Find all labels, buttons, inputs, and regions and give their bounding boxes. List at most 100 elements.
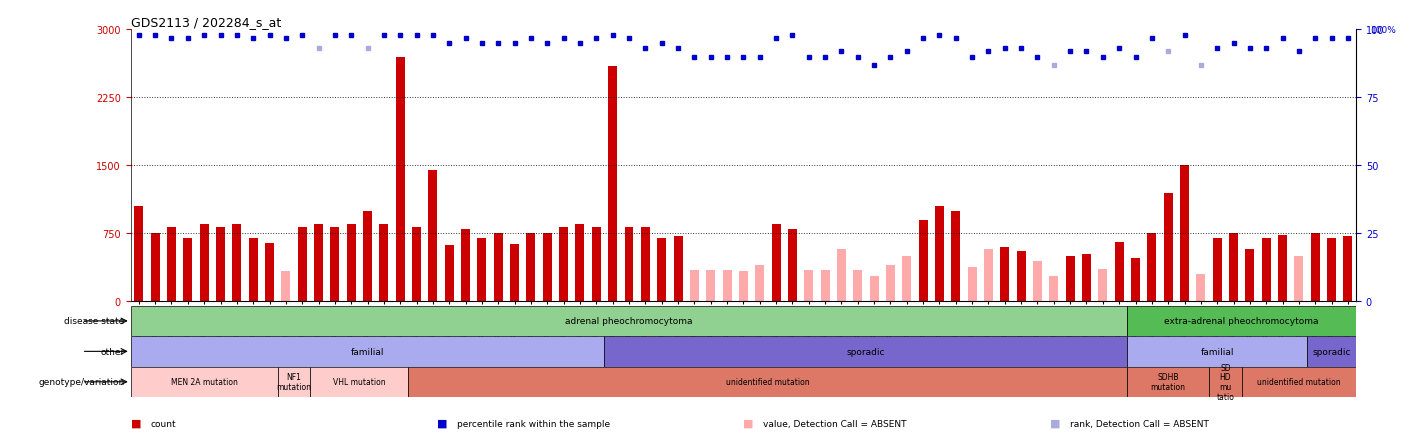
Bar (477, 238, 487, 302)
Bar (409, 367, 1127, 397)
Text: ■: ■ (131, 418, 141, 428)
Text: VHL mutation: VHL mutation (334, 378, 386, 386)
Bar (1245, 249, 1254, 302)
Bar (346, 225, 356, 302)
Bar (1241, 367, 1356, 397)
Bar (1127, 306, 1356, 336)
Bar (625, 227, 633, 302)
Bar (640, 227, 650, 302)
Bar (723, 270, 731, 302)
Bar (364, 211, 372, 302)
Text: count: count (151, 419, 176, 427)
Bar (183, 238, 192, 302)
Bar (266, 244, 274, 302)
Bar (429, 171, 437, 302)
Text: GDS2113 / 202284_s_at: GDS2113 / 202284_s_at (131, 16, 281, 29)
Bar (804, 270, 814, 302)
Text: sporadic: sporadic (1312, 347, 1350, 356)
Bar (755, 266, 764, 302)
Bar (902, 256, 912, 302)
Text: familial: familial (351, 347, 385, 356)
Bar (1147, 234, 1156, 302)
Bar (510, 245, 520, 302)
Bar (233, 225, 241, 302)
Bar (853, 270, 862, 302)
Text: adrenal pheochromocytoma: adrenal pheochromocytoma (565, 317, 693, 326)
Text: familial: familial (1200, 347, 1234, 356)
Bar (706, 270, 716, 302)
Text: sporadic: sporadic (846, 347, 885, 356)
Text: ■: ■ (1049, 418, 1061, 428)
Bar (331, 227, 339, 302)
Text: unidentified mutation: unidentified mutation (1257, 378, 1340, 386)
Text: ■: ■ (744, 418, 754, 428)
Bar (771, 225, 781, 302)
Bar (1164, 193, 1173, 302)
Bar (738, 272, 748, 302)
Text: genotype/variation: genotype/variation (38, 378, 125, 386)
Text: other: other (101, 347, 125, 356)
Bar (1208, 367, 1241, 397)
Bar (1115, 243, 1123, 302)
Bar (1197, 274, 1206, 302)
Bar (494, 234, 503, 302)
Bar (1130, 258, 1140, 302)
Bar (298, 227, 307, 302)
Bar (131, 367, 278, 397)
Bar (886, 266, 895, 302)
Bar (311, 367, 409, 397)
Bar (690, 270, 699, 302)
Bar (1278, 236, 1287, 302)
Bar (1000, 247, 1010, 302)
Bar (314, 225, 322, 302)
Text: MEN 2A mutation: MEN 2A mutation (170, 378, 237, 386)
Bar (396, 57, 405, 302)
Bar (200, 225, 209, 302)
Bar (934, 207, 944, 302)
Bar (1017, 251, 1025, 302)
Bar (1306, 336, 1356, 367)
Bar (1213, 238, 1221, 302)
Text: SD
HD
mu
tatio: SD HD mu tatio (1217, 363, 1234, 401)
Bar (559, 227, 568, 302)
Bar (592, 227, 601, 302)
Bar (605, 336, 1127, 367)
Bar (788, 229, 797, 302)
Bar (412, 227, 422, 302)
Bar (216, 227, 224, 302)
Bar (984, 249, 993, 302)
Bar (444, 246, 454, 302)
Bar (248, 238, 257, 302)
Bar (1180, 166, 1189, 302)
Bar (608, 66, 618, 302)
Bar (575, 225, 585, 302)
Bar (131, 306, 1127, 336)
Bar (657, 238, 666, 302)
Bar (1098, 269, 1108, 302)
Bar (1049, 276, 1058, 302)
Bar (131, 336, 605, 367)
Bar (1311, 234, 1319, 302)
Bar (278, 367, 311, 397)
Bar (951, 211, 960, 302)
Bar (869, 276, 879, 302)
Bar (379, 225, 389, 302)
Bar (1262, 238, 1271, 302)
Text: extra-adrenal pheochromocytoma: extra-adrenal pheochromocytoma (1164, 317, 1319, 326)
Bar (1328, 238, 1336, 302)
Text: value, Detection Call = ABSENT: value, Detection Call = ABSENT (764, 419, 907, 427)
Text: ■: ■ (437, 418, 447, 428)
Text: unidentified mutation: unidentified mutation (726, 378, 809, 386)
Bar (919, 220, 927, 302)
Bar (1032, 262, 1042, 302)
Bar (168, 227, 176, 302)
Bar (1343, 237, 1352, 302)
Bar (1082, 255, 1091, 302)
Bar (836, 249, 846, 302)
Text: disease state: disease state (64, 317, 125, 326)
Text: percentile rank within the sample: percentile rank within the sample (457, 419, 611, 427)
Bar (281, 272, 290, 302)
Bar (1295, 256, 1304, 302)
Text: rank, Detection Call = ABSENT: rank, Detection Call = ABSENT (1069, 419, 1208, 427)
Bar (967, 267, 977, 302)
